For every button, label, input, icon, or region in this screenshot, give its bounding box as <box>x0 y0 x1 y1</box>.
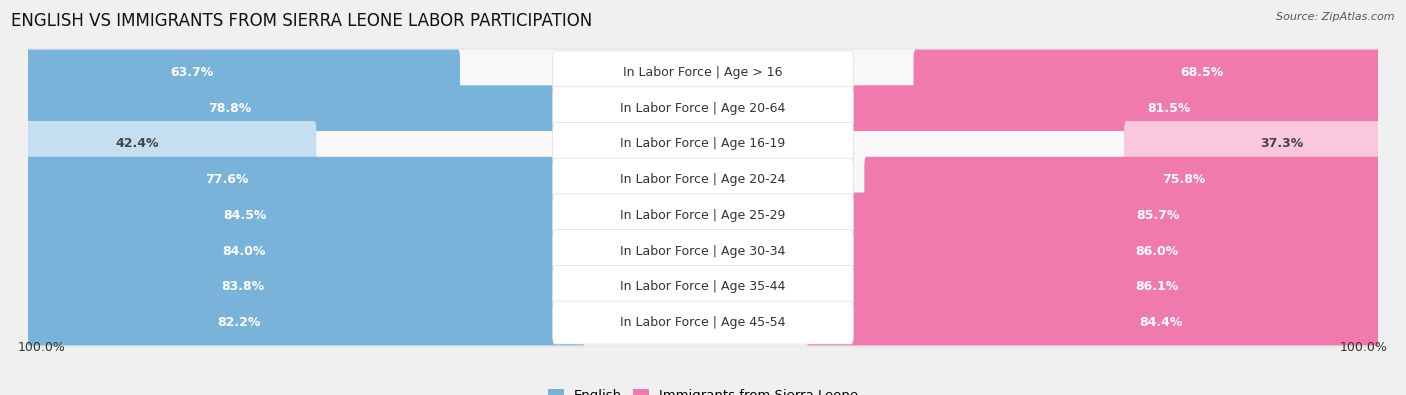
Text: 100.0%: 100.0% <box>1340 341 1388 354</box>
Text: 86.1%: 86.1% <box>1136 280 1178 293</box>
FancyBboxPatch shape <box>553 229 853 273</box>
Text: In Labor Force | Age 35-44: In Labor Force | Age 35-44 <box>620 280 786 293</box>
FancyBboxPatch shape <box>27 157 554 203</box>
Text: 84.0%: 84.0% <box>222 245 266 258</box>
FancyBboxPatch shape <box>553 51 853 94</box>
FancyBboxPatch shape <box>553 122 853 166</box>
FancyBboxPatch shape <box>15 154 1391 205</box>
FancyBboxPatch shape <box>27 85 1379 131</box>
FancyBboxPatch shape <box>27 192 600 238</box>
FancyBboxPatch shape <box>27 157 1379 203</box>
FancyBboxPatch shape <box>15 47 1391 98</box>
FancyBboxPatch shape <box>15 83 1391 133</box>
FancyBboxPatch shape <box>15 190 1391 241</box>
FancyBboxPatch shape <box>27 49 460 95</box>
FancyBboxPatch shape <box>553 301 853 344</box>
FancyBboxPatch shape <box>27 264 596 310</box>
FancyBboxPatch shape <box>27 300 585 346</box>
Text: In Labor Force | Age 20-24: In Labor Force | Age 20-24 <box>620 173 786 186</box>
Text: 81.5%: 81.5% <box>1147 102 1191 115</box>
Text: 75.8%: 75.8% <box>1161 173 1205 186</box>
FancyBboxPatch shape <box>914 49 1379 95</box>
FancyBboxPatch shape <box>27 85 562 131</box>
Text: 37.3%: 37.3% <box>1261 137 1303 150</box>
FancyBboxPatch shape <box>27 228 598 274</box>
FancyBboxPatch shape <box>797 192 1379 238</box>
Text: 68.5%: 68.5% <box>1181 66 1223 79</box>
FancyBboxPatch shape <box>15 297 1391 348</box>
FancyBboxPatch shape <box>27 49 1379 95</box>
Text: 84.4%: 84.4% <box>1140 316 1182 329</box>
Text: In Labor Force | Age 30-34: In Labor Force | Age 30-34 <box>620 245 786 258</box>
FancyBboxPatch shape <box>27 300 1379 346</box>
Text: 77.6%: 77.6% <box>205 173 249 186</box>
Text: In Labor Force | Age > 16: In Labor Force | Age > 16 <box>623 66 783 79</box>
Text: 78.8%: 78.8% <box>208 102 252 115</box>
FancyBboxPatch shape <box>553 265 853 308</box>
Text: 42.4%: 42.4% <box>115 137 159 150</box>
FancyBboxPatch shape <box>796 228 1379 274</box>
Text: 85.7%: 85.7% <box>1136 209 1180 222</box>
FancyBboxPatch shape <box>15 119 1391 169</box>
Text: 63.7%: 63.7% <box>170 66 214 79</box>
Text: 83.8%: 83.8% <box>222 280 264 293</box>
FancyBboxPatch shape <box>794 264 1379 310</box>
FancyBboxPatch shape <box>15 262 1391 312</box>
FancyBboxPatch shape <box>825 85 1379 131</box>
Text: In Labor Force | Age 25-29: In Labor Force | Age 25-29 <box>620 209 786 222</box>
Text: 100.0%: 100.0% <box>18 341 66 354</box>
FancyBboxPatch shape <box>553 87 853 130</box>
Text: ENGLISH VS IMMIGRANTS FROM SIERRA LEONE LABOR PARTICIPATION: ENGLISH VS IMMIGRANTS FROM SIERRA LEONE … <box>11 12 592 30</box>
FancyBboxPatch shape <box>27 228 1379 274</box>
Text: In Labor Force | Age 45-54: In Labor Force | Age 45-54 <box>620 316 786 329</box>
FancyBboxPatch shape <box>865 157 1379 203</box>
FancyBboxPatch shape <box>553 158 853 201</box>
Text: 84.5%: 84.5% <box>224 209 267 222</box>
FancyBboxPatch shape <box>27 264 1379 310</box>
Text: Source: ZipAtlas.com: Source: ZipAtlas.com <box>1277 12 1395 22</box>
Text: 86.0%: 86.0% <box>1136 245 1180 258</box>
FancyBboxPatch shape <box>27 121 316 167</box>
Text: In Labor Force | Age 16-19: In Labor Force | Age 16-19 <box>620 137 786 150</box>
Text: In Labor Force | Age 20-64: In Labor Force | Age 20-64 <box>620 102 786 115</box>
FancyBboxPatch shape <box>27 192 1379 238</box>
Text: 82.2%: 82.2% <box>218 316 260 329</box>
FancyBboxPatch shape <box>27 121 1379 167</box>
FancyBboxPatch shape <box>553 194 853 237</box>
FancyBboxPatch shape <box>15 226 1391 276</box>
Legend: English, Immigrants from Sierra Leone: English, Immigrants from Sierra Leone <box>543 384 863 395</box>
FancyBboxPatch shape <box>1125 121 1379 167</box>
FancyBboxPatch shape <box>806 300 1379 346</box>
